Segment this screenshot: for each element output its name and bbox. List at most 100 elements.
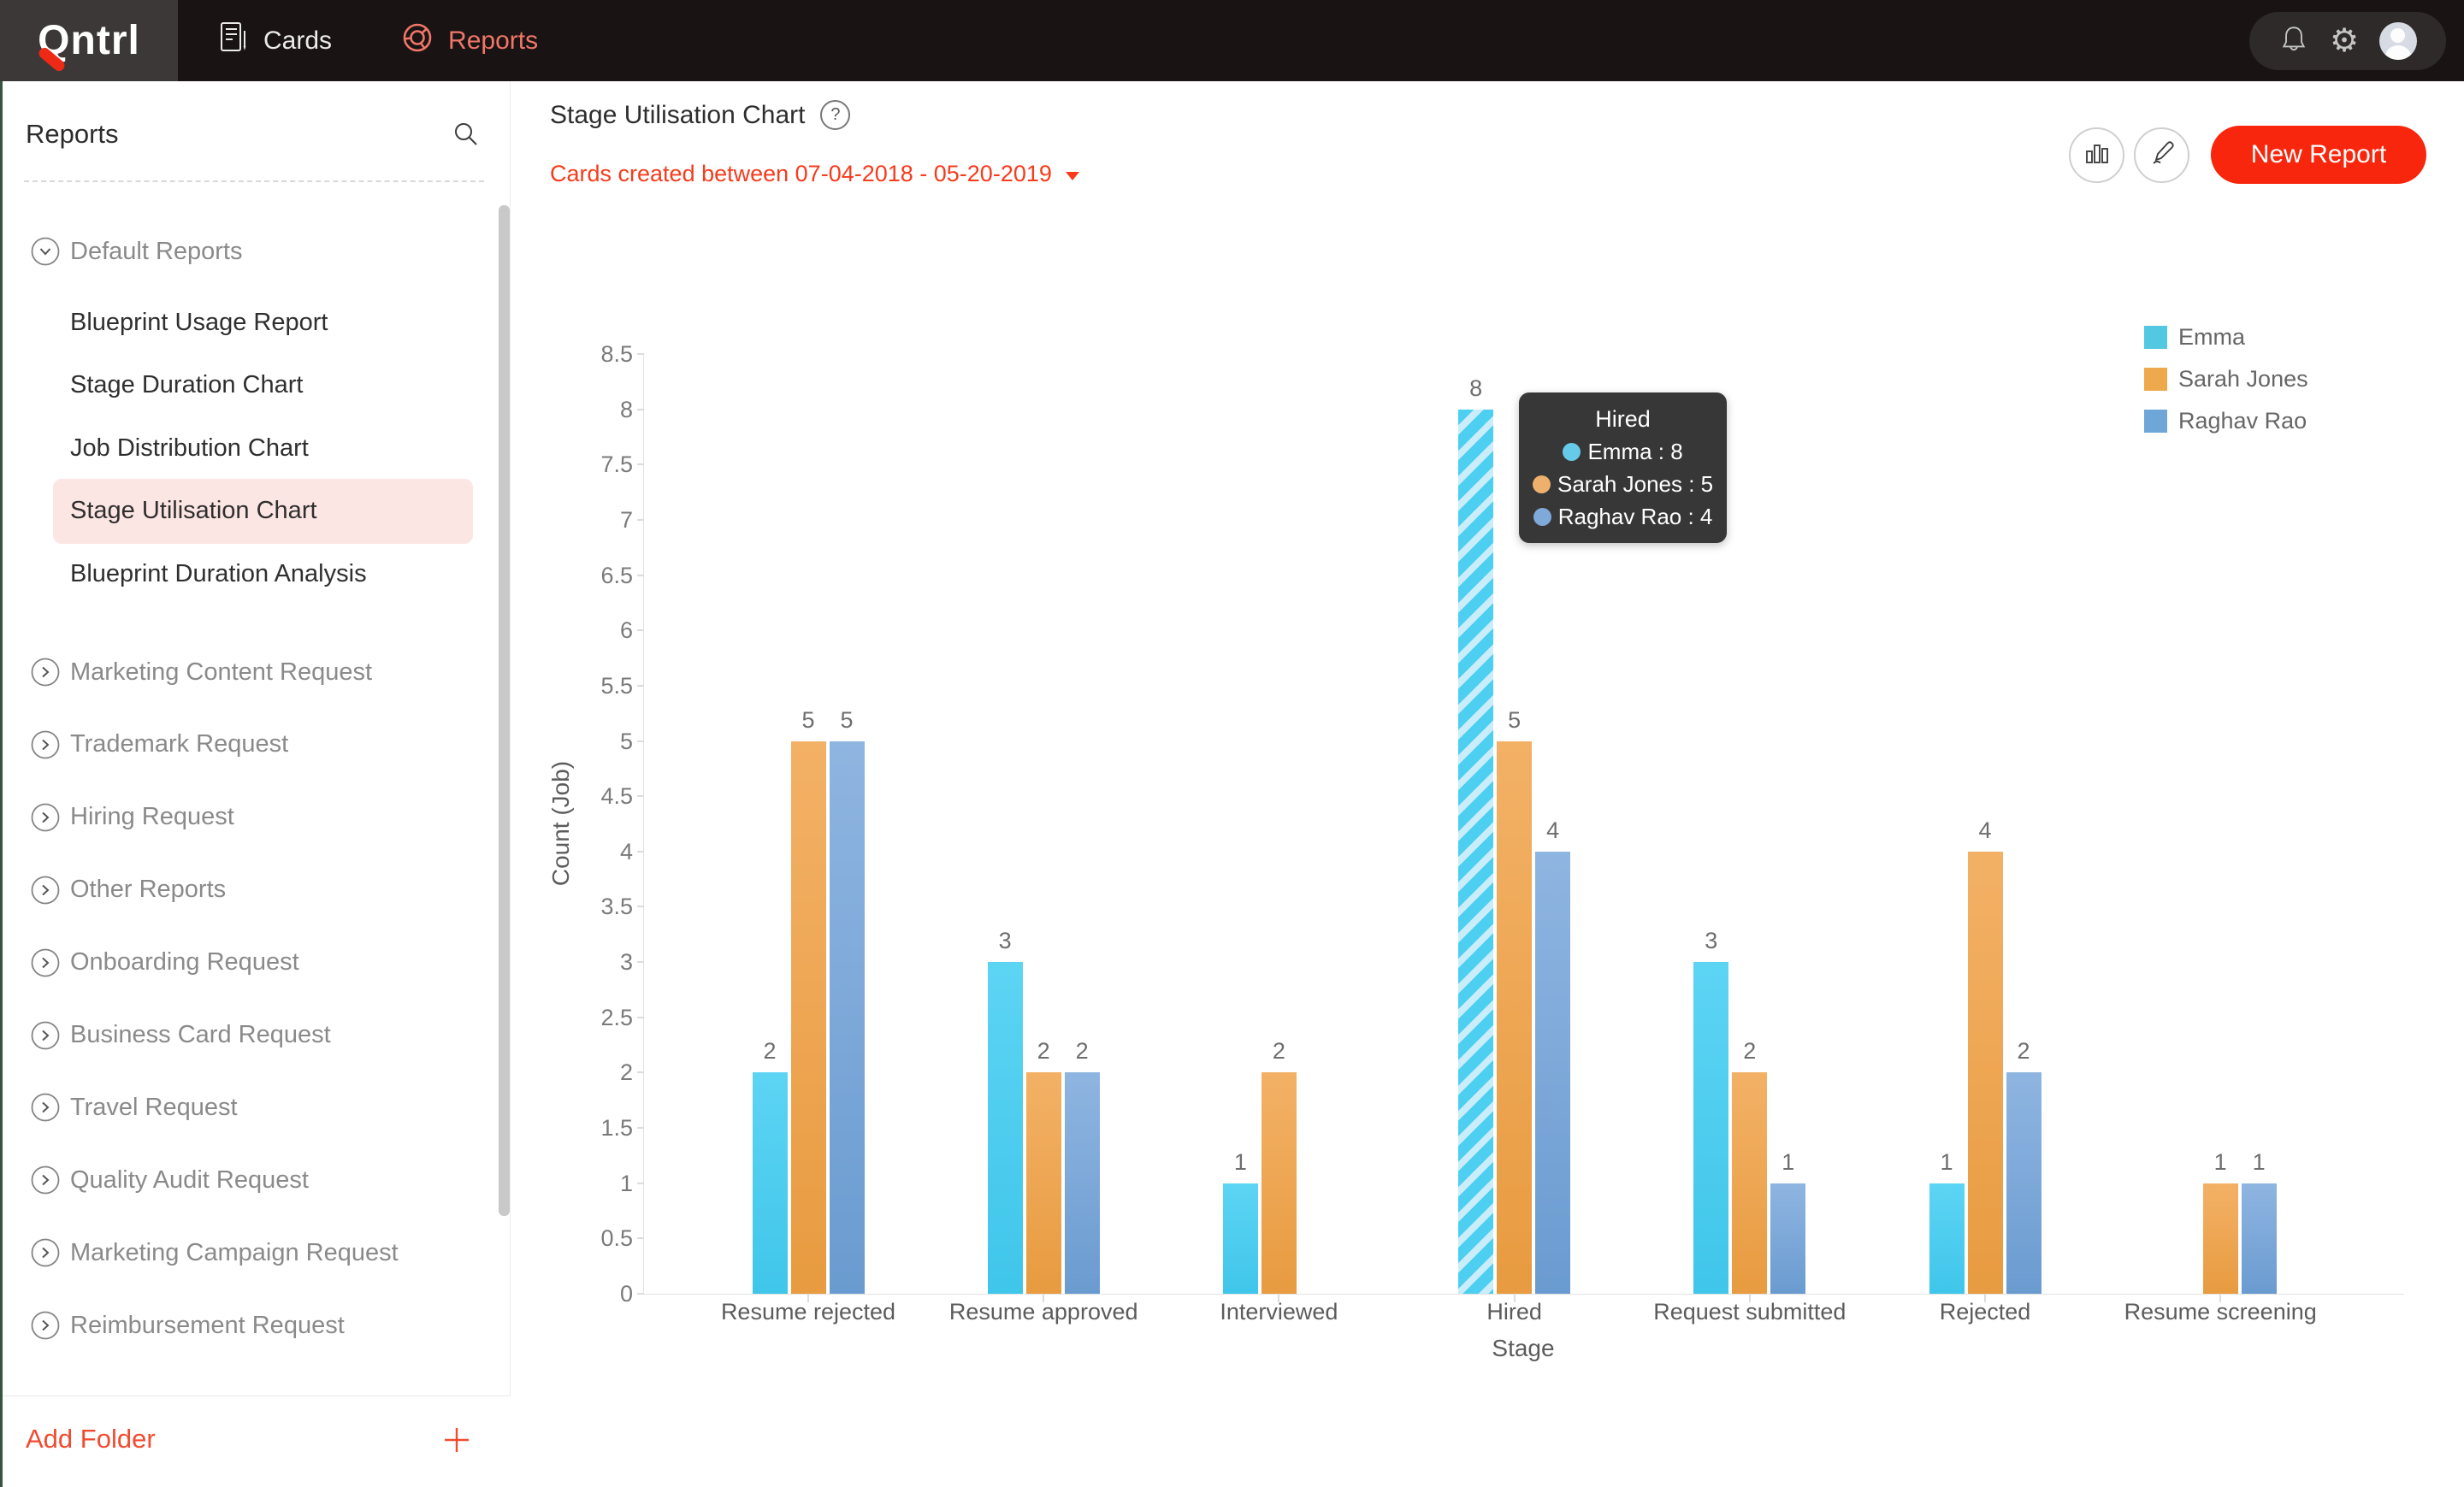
sidebar-title: Reports [26, 119, 119, 149]
help-icon[interactable]: ? [820, 100, 851, 130]
nav-item-reports-label: Reports [448, 26, 539, 55]
y-tick-label: 8.5 [600, 340, 633, 367]
sidebar-item-label: Stage Utilisation Chart [70, 497, 317, 525]
bar-emma-resume-approved[interactable] [987, 962, 1023, 1294]
chevron-right-circle-icon [31, 1165, 60, 1195]
avatar[interactable] [2378, 22, 2417, 60]
chevron-right-circle-icon [31, 1021, 60, 1050]
y-tick-mark [637, 1071, 644, 1074]
sidebar-scrollbar[interactable] [499, 205, 510, 1216]
bar-raghav-rao-request-submitted[interactable] [1770, 1183, 1806, 1294]
sidebar-item-trademark-request[interactable]: Trademark Request [0, 712, 499, 777]
edit-report-button[interactable] [2134, 127, 2189, 183]
y-tick-label: 4 [619, 838, 633, 864]
new-report-button[interactable]: New Report [2211, 126, 2426, 184]
bar-sarah-jones-rejected[interactable] [1967, 851, 2003, 1294]
y-tick-mark [637, 961, 644, 964]
y-tick-mark [637, 463, 644, 466]
sidebar-item-hiring-request[interactable]: Hiring Request [0, 785, 499, 850]
sidebar-item-travel-request[interactable]: Travel Request [0, 1075, 499, 1140]
tooltip-row-sarah-jones: Sarah Jones : 5 [1533, 468, 1713, 500]
bar-value-label: 4 [1546, 817, 1560, 843]
sidebar-item-onboarding-request[interactable]: Onboarding Request [0, 930, 499, 995]
page-title-row: Stage Utilisation Chart ? [550, 100, 851, 130]
bar-emma-interviewed[interactable] [1222, 1183, 1258, 1294]
legend-item-raghav-rao[interactable]: Raghav Rao [2144, 408, 2308, 434]
page-title: Stage Utilisation Chart [550, 100, 806, 129]
bar-sarah-jones-resume-rejected[interactable] [790, 741, 826, 1294]
sidebar-item-marketing-content-request[interactable]: Marketing Content Request [0, 640, 499, 705]
chevron-right-circle-icon [31, 876, 60, 905]
qntrl-logo: Qntrl [37, 17, 140, 74]
bar-raghav-rao-resume-approved[interactable] [1064, 1072, 1100, 1294]
bar-raghav-rao-resume-rejected[interactable] [829, 741, 865, 1294]
bar-sarah-jones-resume-approved[interactable] [1025, 1072, 1061, 1294]
sidebar-item-stage-duration-chart[interactable]: Stage Duration Chart [0, 353, 499, 418]
sidebar-item-marketing-campaign-request[interactable]: Marketing Campaign Request [0, 1220, 499, 1285]
bar-sarah-jones-resume-screening[interactable] [2202, 1183, 2238, 1294]
chart-type-button[interactable] [2069, 127, 2124, 183]
y-tick-label: 1.5 [600, 1115, 633, 1142]
x-tick-mark [807, 1295, 809, 1302]
pencil-icon [2148, 139, 2177, 172]
sidebar-item-label: Trademark Request [70, 730, 289, 758]
sidebar-divider [24, 180, 484, 182]
tooltip-row-emma: Emma : 8 [1533, 435, 1713, 468]
sidebar-item-label: Blueprint Usage Report [70, 308, 328, 336]
sidebar-item-blueprint-usage-report[interactable]: Blueprint Usage Report [0, 290, 499, 355]
topbar-actions: ⚙ [2249, 12, 2446, 70]
chart-tooltip: Hired Emma : 8 Sarah Jones : 5 Raghav Rao … [1519, 392, 1728, 543]
chevron-down-circle-icon [31, 237, 60, 266]
sidebar-item-other-reports[interactable]: Other Reports [0, 858, 499, 923]
y-tick-mark [637, 352, 644, 355]
sidebar-item-business-card-request[interactable]: Business Card Request [0, 1003, 499, 1068]
y-axis-title: Count (Job) [547, 760, 574, 887]
search-icon[interactable] [452, 121, 480, 148]
legend-item-sarah-jones[interactable]: Sarah Jones [2144, 366, 2308, 392]
bar-emma-request-submitted[interactable] [1693, 962, 1729, 1294]
top-navbar: Qntrl Cards Reports [0, 0, 2464, 81]
bar-value-label: 1 [2252, 1148, 2266, 1175]
y-tick-mark [637, 1293, 644, 1295]
bar-sarah-jones-request-submitted[interactable] [1732, 1072, 1768, 1294]
sidebar-item-label: Quality Audit Request [70, 1165, 309, 1194]
y-tick-label: 1 [619, 1170, 633, 1196]
bar-emma-rejected[interactable] [1929, 1183, 1965, 1294]
y-tick-label: 2 [619, 1059, 633, 1086]
logo-box[interactable]: Qntrl [0, 0, 178, 81]
sidebar-item-quality-audit-request[interactable]: Quality Audit Request [0, 1148, 499, 1213]
date-filter[interactable]: Cards created between 07-04-2018 - 05-20… [550, 161, 1079, 187]
add-folder-button[interactable]: Add Folder [26, 1424, 156, 1454]
bar-raghav-rao-resume-screening[interactable] [2241, 1183, 2277, 1294]
bar-value-label: 1 [2213, 1148, 2227, 1175]
sidebar-item-label: Job Distribution Chart [70, 434, 309, 462]
y-tick-mark [637, 906, 644, 908]
sidebar-item-label: Business Card Request [70, 1021, 331, 1048]
bar-sarah-jones-hired[interactable] [1497, 741, 1533, 1294]
nav-item-cards[interactable]: Cards [219, 20, 332, 62]
sidebar-section-default-reports[interactable]: Default Reports [0, 219, 499, 284]
tooltip-row-raghav-rao: Raghav Rao : 4 [1533, 500, 1713, 533]
y-tick-mark [637, 850, 644, 853]
x-tick-mark [1513, 1295, 1516, 1302]
bar-value-label: 1 [1233, 1148, 1247, 1175]
y-tick-mark [637, 1237, 644, 1240]
chevron-right-circle-icon [31, 1311, 60, 1340]
x-tick-mark [2219, 1295, 2222, 1302]
gear-icon[interactable]: ⚙ [2329, 23, 2360, 59]
x-tick-mark [1043, 1295, 1045, 1302]
bar-raghav-rao-hired[interactable] [1535, 851, 1571, 1294]
sidebar-item-blueprint-duration-analysis[interactable]: Blueprint Duration Analysis [0, 541, 499, 606]
sidebar-item-reimbursement-request[interactable]: Reimbursement Request [0, 1293, 499, 1358]
sidebar-item-stage-utilisation-chart[interactable]: Stage Utilisation Chart [53, 478, 473, 544]
bar-raghav-rao-rejected[interactable] [2006, 1072, 2042, 1294]
bar-sarah-jones-interviewed[interactable] [1261, 1072, 1297, 1294]
plus-icon[interactable] [442, 1425, 471, 1455]
nav-item-reports[interactable]: Reports [400, 21, 538, 62]
legend-item-emma[interactable]: Emma [2144, 324, 2308, 351]
sidebar-item-job-distribution-chart[interactable]: Job Distribution Chart [0, 416, 499, 481]
bell-icon[interactable] [2278, 24, 2309, 59]
bar-emma-hired[interactable] [1458, 409, 1494, 1294]
bar-emma-resume-rejected[interactable] [752, 1072, 788, 1294]
